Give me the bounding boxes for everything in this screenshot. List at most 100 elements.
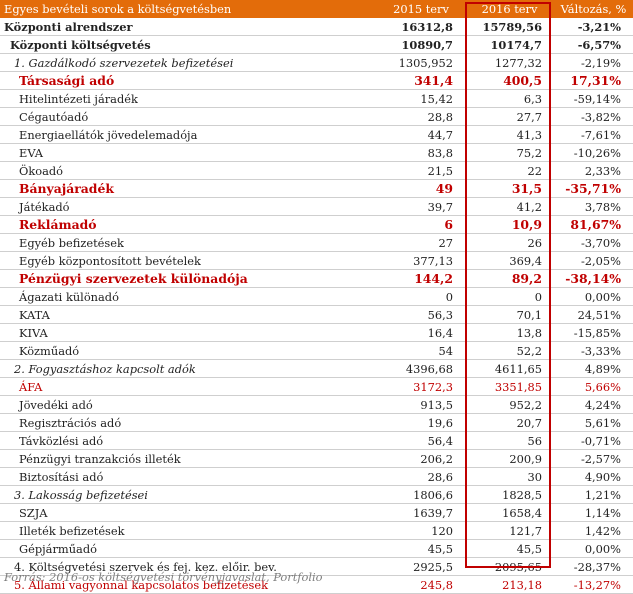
value-2015: 21,5 (377, 161, 465, 180)
value-2015: 4396,68 (377, 359, 465, 378)
value-2016: 3351,85 (465, 377, 554, 396)
value-2015: 10890,7 (377, 35, 465, 54)
value-2016: 1277,32 (465, 53, 554, 72)
change-pct: 3,78% (554, 197, 633, 216)
table-row: Pénzügyi tranzakciós illeték 206,2 200,9 -2… (0, 449, 633, 468)
change-pct: -15,85% (554, 323, 633, 342)
table-header-row: Egyes bevételi sorok a költségvetésben 2… (0, 0, 633, 18)
change-pct: -28,37% (554, 557, 633, 576)
value-2016: 30 (465, 467, 554, 486)
value-2016: 31,5 (465, 179, 554, 198)
value-2016: 400,5 (465, 71, 554, 90)
row-label: Egyéb központosított bevételek (0, 251, 377, 270)
value-2015: 45,5 (377, 539, 465, 558)
value-2016: 6,3 (465, 89, 554, 108)
change-pct: -38,14% (554, 269, 633, 288)
change-pct: 4,90% (554, 467, 633, 486)
table-row: Regisztrációs adó 19,6 20,7 5,61% (0, 413, 633, 432)
value-2016: 27,7 (465, 107, 554, 126)
change-pct: 1,42% (554, 521, 633, 540)
value-2016: 52,2 (465, 341, 554, 360)
value-2015: 39,7 (377, 197, 465, 216)
value-2015: 6 (377, 215, 465, 234)
value-2015: 49 (377, 179, 465, 198)
table-row: Gépjárműadó 45,5 45,5 0,00% (0, 539, 633, 558)
value-2015: 0 (377, 287, 465, 306)
value-2016: 41,3 (465, 125, 554, 144)
row-label: Biztosítási adó (0, 467, 377, 486)
change-pct: -3,70% (554, 233, 633, 252)
value-2015: 27 (377, 233, 465, 252)
value-2015: 1639,7 (377, 503, 465, 522)
table-row: Központi költségvetés 10890,7 10174,7 -6,57… (0, 35, 633, 54)
value-2016: 4611,65 (465, 359, 554, 378)
change-pct: -59,14% (554, 89, 633, 108)
value-2016: 0 (465, 287, 554, 306)
table-row: KATA 56,3 70,1 24,51% (0, 305, 633, 324)
value-2015: 83,8 (377, 143, 465, 162)
table-row: Ökoadó 21,5 22 2,33% (0, 161, 633, 180)
row-label: KATA (0, 305, 377, 324)
value-2015: 44,7 (377, 125, 465, 144)
row-label: 3. Lakosság befizetései (0, 485, 377, 504)
header-item-name: Egyes bevételi sorok a költségvetésben (0, 0, 377, 18)
change-pct: -2,05% (554, 251, 633, 270)
header-2016-plan: 2016 terv (465, 0, 554, 18)
row-label: Egyéb befizetések (0, 233, 377, 252)
row-label: Pénzügyi szervezetek különadója (0, 269, 377, 288)
row-label: Központi alrendszer (0, 18, 377, 36)
value-2016: 22 (465, 161, 554, 180)
value-2015: 15,42 (377, 89, 465, 108)
value-2015: 120 (377, 521, 465, 540)
value-2016: 10174,7 (465, 35, 554, 54)
value-2015: 1806,6 (377, 485, 465, 504)
table-row: Pénzügyi szervezetek különadója 144,2 89,2… (0, 269, 633, 288)
value-2015: 245,8 (377, 575, 465, 594)
table-row: KIVA 16,4 13,8 -15,85% (0, 323, 633, 342)
row-label: Távközlési adó (0, 431, 377, 450)
table-row: Egyéb befizetések 27 26 -3,70% (0, 233, 633, 252)
table-row: Reklámadó 6 10,9 81,67% (0, 215, 633, 234)
change-pct: 2,33% (554, 161, 633, 180)
value-2015: 2925,5 (377, 557, 465, 576)
table-row: 2. Fogyasztáshoz kapcsolt adók 4396,68 461… (0, 359, 633, 378)
change-pct: 24,51% (554, 305, 633, 324)
table-row: Bányajáradék 49 31,5 -35,71% (0, 179, 633, 198)
header-change-pct: Változás, % (554, 0, 633, 18)
change-pct: -6,57% (554, 35, 633, 54)
value-2015: 56,3 (377, 305, 465, 324)
value-2015: 16,4 (377, 323, 465, 342)
table-row: 3. Lakosság befizetései 1806,6 1828,5 1,21% (0, 485, 633, 504)
value-2016: 952,2 (465, 395, 554, 414)
row-label: Gépjárműadó (0, 539, 377, 558)
table-row: Központi alrendszer 16312,8 15789,56 -3,21% (0, 18, 633, 36)
table-row: Egyéb központosított bevételek 377,13 369,… (0, 251, 633, 270)
change-pct: -35,71% (554, 179, 633, 198)
value-2015: 16312,8 (377, 18, 465, 36)
table-row: Illeték befizetések 120 121,7 1,42% (0, 521, 633, 540)
value-2016: 1828,5 (465, 485, 554, 504)
row-label: 2. Fogyasztáshoz kapcsolt adók (0, 359, 377, 378)
row-label: 4. Költségvetési szervek és fej. kez. el… (0, 557, 377, 576)
value-2016: 41,2 (465, 197, 554, 216)
value-2015: 19,6 (377, 413, 465, 432)
row-label: EVA (0, 143, 377, 162)
row-label: SZJA (0, 503, 377, 522)
row-label: Társasági adó (0, 71, 377, 90)
value-2015: 1305,952 (377, 53, 465, 72)
change-pct: 0,00% (554, 539, 633, 558)
table-row: 4. Költségvetési szervek és fej. kez. el… (0, 557, 633, 576)
table-row: Jövedéki adó 913,5 952,2 4,24% (0, 395, 633, 414)
change-pct: 17,31% (554, 71, 633, 90)
table-body: Központi alrendszer 16312,8 15789,56 -3,21%… (0, 18, 633, 594)
change-pct: 5,66% (554, 377, 633, 396)
row-label: Illeték befizetések (0, 521, 377, 540)
value-2016: 121,7 (465, 521, 554, 540)
change-pct: -3,33% (554, 341, 633, 360)
value-2016: 70,1 (465, 305, 554, 324)
change-pct: -2,57% (554, 449, 633, 468)
value-2016: 369,4 (465, 251, 554, 270)
row-label: Regisztrációs adó (0, 413, 377, 432)
table-row: Távközlési adó 56,4 56 -0,71% (0, 431, 633, 450)
header-2015-plan: 2015 terv (377, 0, 465, 18)
